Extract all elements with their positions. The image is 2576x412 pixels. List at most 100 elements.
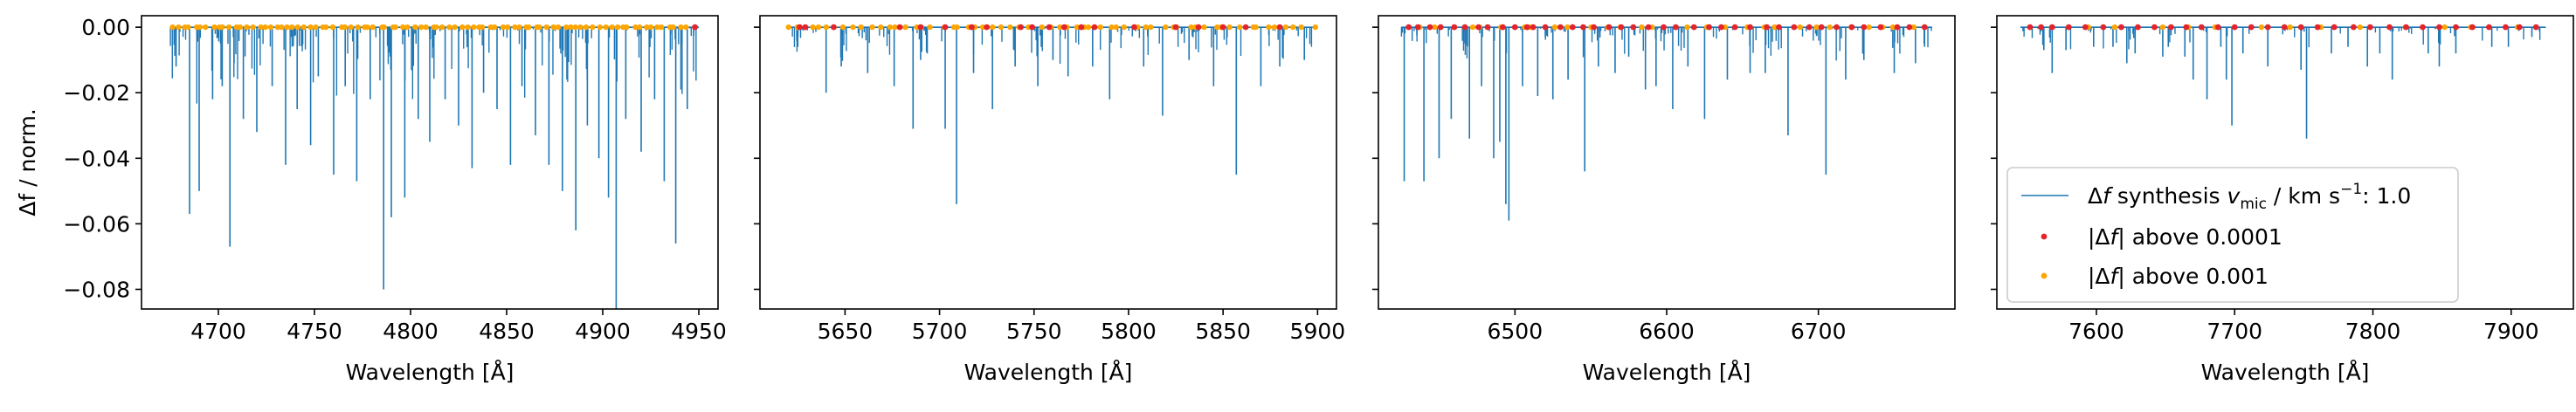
marker-above-0.0001 <box>1848 24 1855 31</box>
marker-above-0.001 <box>262 24 268 31</box>
marker-above-0.0001 <box>1276 24 1283 31</box>
marker-above-0.0001 <box>968 24 975 31</box>
marker-above-0.001 <box>603 24 609 31</box>
marker-above-0.001 <box>823 24 830 31</box>
marker-above-0.0001 <box>2297 24 2304 31</box>
marker-above-0.001 <box>491 24 498 31</box>
marker-above-0.001 <box>323 24 329 31</box>
marker-above-0.0001 <box>1484 24 1491 31</box>
marker-above-0.0001 <box>2516 24 2523 31</box>
marker-above-0.0001 <box>1921 24 1928 31</box>
marker-above-0.001 <box>267 24 274 31</box>
panel-3: 6500 6600 6700 Wavelength [Å] <box>1372 15 1956 385</box>
marker-above-0.001 <box>300 24 307 31</box>
marker-above-0.0001 <box>1091 24 1098 31</box>
marker-above-0.001 <box>471 24 477 31</box>
marker-above-0.0001 <box>1405 24 1412 31</box>
marker-above-0.0001 <box>1018 24 1025 31</box>
marker-above-0.001 <box>543 24 550 31</box>
marker-above-0.001 <box>590 24 596 31</box>
marker-above-0.0001 <box>2168 24 2174 31</box>
plot-area <box>785 24 1319 204</box>
marker-above-0.001 <box>1469 24 1476 31</box>
axes-frame <box>1996 15 2574 310</box>
x-tick-label: 5900 <box>1290 319 1346 344</box>
marker-above-0.001 <box>927 24 933 31</box>
marker-above-0.001 <box>244 24 250 31</box>
plot-area <box>2020 24 2546 139</box>
marker-above-0.001 <box>504 24 511 31</box>
marker-above-0.001 <box>348 24 354 31</box>
marker-above-0.0001 <box>2231 24 2238 31</box>
marker-above-0.0001 <box>1661 24 1667 31</box>
marker-above-0.0001 <box>1630 24 1637 31</box>
marker-above-0.001 <box>211 24 218 31</box>
marker-above-0.0001 <box>1219 24 1226 31</box>
marker-above-0.001 <box>2159 24 2166 31</box>
marker-above-0.0001 <box>2065 24 2072 31</box>
marker-above-0.001 <box>2258 24 2265 31</box>
marker-above-0.0001 <box>1131 24 1137 31</box>
marker-above-0.001 <box>1226 24 1233 31</box>
marker-above-0.0001 <box>2264 24 2271 31</box>
marker-above-0.0001 <box>1530 24 1537 31</box>
marker-above-0.0001 <box>1475 24 1482 31</box>
marker-above-0.001 <box>2357 24 2363 31</box>
marker-above-0.0001 <box>1414 24 1421 31</box>
marker-above-0.001 <box>418 24 425 31</box>
marker-above-0.001 <box>342 24 349 31</box>
legend-dot-swatch <box>2041 272 2048 279</box>
y-tick-label: −0.04 <box>63 146 130 171</box>
marker-above-0.0001 <box>1906 24 1913 31</box>
marker-above-0.0001 <box>802 24 809 31</box>
marker-above-0.0001 <box>2331 24 2338 31</box>
marker-above-0.001 <box>1108 24 1115 31</box>
marker-above-0.0001 <box>2486 24 2492 31</box>
marker-above-0.001 <box>892 24 898 31</box>
marker-above-0.001 <box>670 24 676 31</box>
marker-above-0.001 <box>1866 24 1872 31</box>
marker-above-0.001 <box>185 24 191 31</box>
marker-above-0.001 <box>887 24 894 31</box>
marker-above-0.001 <box>1282 24 1289 31</box>
marker-above-0.0001 <box>2248 24 2255 31</box>
marker-above-0.0001 <box>1542 24 1549 31</box>
marker-above-0.001 <box>289 24 295 31</box>
marker-above-0.001 <box>623 24 630 31</box>
marker-above-0.0001 <box>1557 24 1564 31</box>
marker-above-0.001 <box>525 24 532 31</box>
panel-4: 7600 7700 7800 7900 Wavelength [Å] <box>1991 15 2574 385</box>
panel-1: 4700 4750 4800 4850 4900 4950 0.00 −0.02 −0.04 −0… <box>63 15 726 385</box>
marker-above-0.001 <box>479 24 486 31</box>
marker-above-0.0001 <box>1606 24 1613 31</box>
marker-above-0.0001 <box>1242 24 1249 31</box>
marker-above-0.001 <box>1551 24 1558 31</box>
marker-above-0.001 <box>1266 24 1272 31</box>
marker-above-0.001 <box>2111 24 2118 31</box>
marker-above-0.0001 <box>1029 24 1036 31</box>
x-axis-label: Wavelength [Å] <box>346 360 515 385</box>
marker-above-0.001 <box>329 24 336 31</box>
marker-above-0.001 <box>1007 24 1013 31</box>
marker-above-0.0001 <box>2135 24 2141 31</box>
marker-above-0.0001 <box>1511 24 1518 31</box>
marker-above-0.0001 <box>2100 24 2107 31</box>
plot-area <box>1400 24 1932 221</box>
marker-above-0.001 <box>307 24 314 31</box>
marker-above-0.001 <box>404 24 411 31</box>
legend-box <box>2006 167 2459 303</box>
x-tick-label: 7600 <box>2068 319 2124 344</box>
marker-above-0.001 <box>858 24 864 31</box>
marker-above-0.0001 <box>1591 24 1598 31</box>
marker-above-0.001 <box>1910 24 1917 31</box>
marker-above-0.001 <box>550 24 556 31</box>
marker-above-0.001 <box>563 24 570 31</box>
marker-above-0.001 <box>225 24 232 31</box>
marker-above-0.0001 <box>2386 24 2393 31</box>
marker-above-0.0001 <box>2027 24 2034 31</box>
marker-above-0.0001 <box>1046 24 1053 31</box>
marker-above-0.0001 <box>1747 24 1753 31</box>
x-tick-label: 7700 <box>2207 319 2262 344</box>
marker-above-0.001 <box>632 24 639 31</box>
marker-above-0.0001 <box>1500 24 1506 31</box>
